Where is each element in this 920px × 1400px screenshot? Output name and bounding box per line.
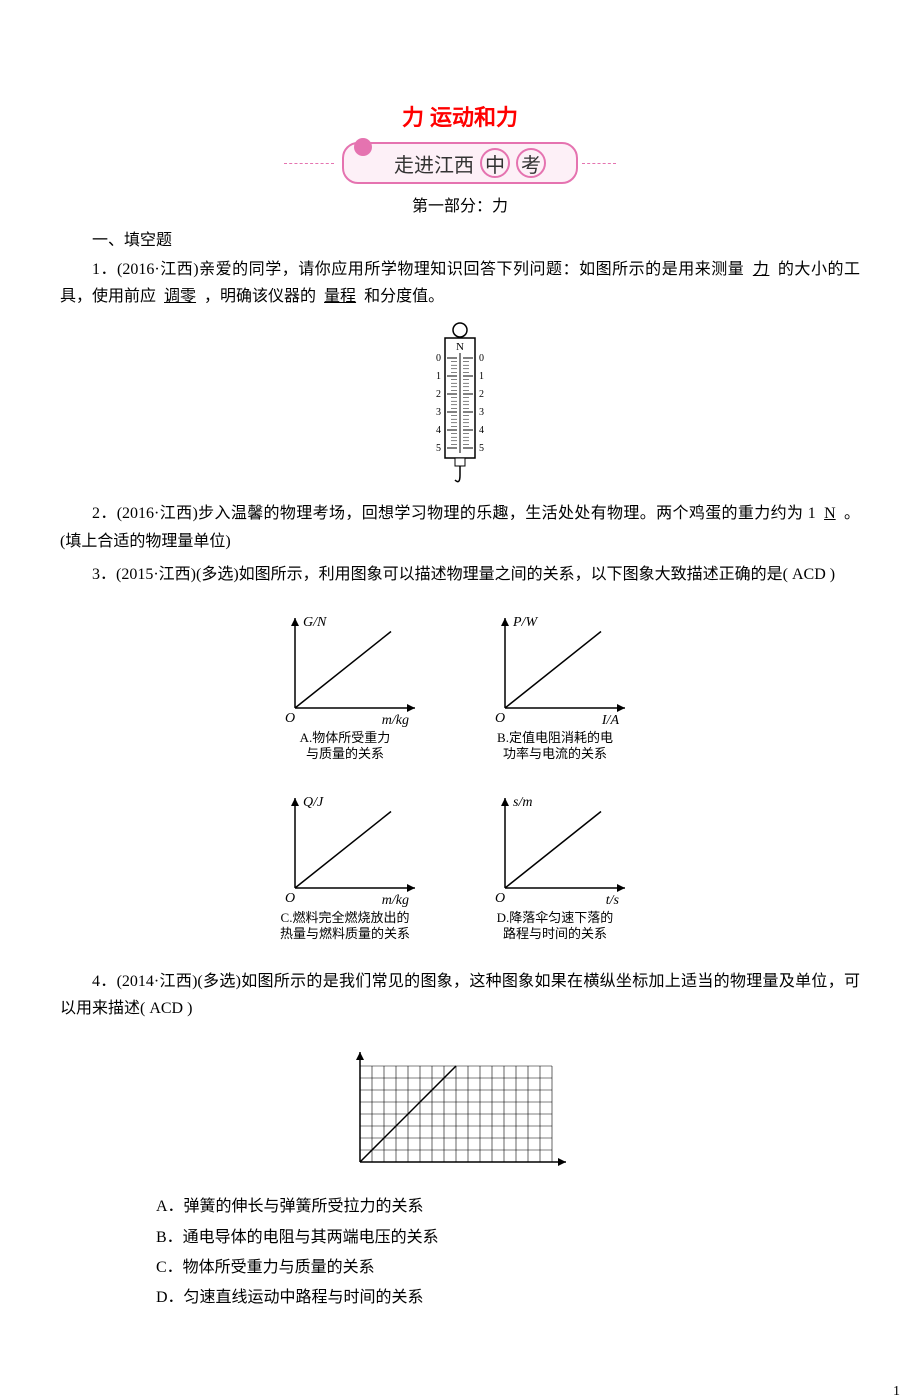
q2-blank-1: N <box>820 505 840 522</box>
banner-circle-2: 考 <box>516 148 546 178</box>
svg-text:5: 5 <box>436 443 441 454</box>
svg-text:5: 5 <box>479 443 484 454</box>
page-title: 力 运动和力 <box>60 100 860 132</box>
svg-text:P/W: P/W <box>512 615 538 630</box>
q1-blank-1: 力 <box>749 261 774 278</box>
flower-icon <box>354 138 372 156</box>
spring-scale-figure: N 0 1 2 3 4 5 0 1 2 3 4 5 <box>60 320 860 490</box>
q4-grid-figure <box>60 1032 860 1182</box>
svg-text:O: O <box>495 891 505 906</box>
svg-text:1: 1 <box>436 371 441 382</box>
svg-text:Q/J: Q/J <box>303 795 324 810</box>
q1-mid2: ，明确该仪器的 <box>204 288 316 305</box>
svg-text:4: 4 <box>479 425 484 436</box>
svg-text:B.定值电阻消耗的电: B.定值电阻消耗的电 <box>497 730 613 745</box>
q4-opt-b: B．通电导体的电阻与其两端电压的关系 <box>156 1223 860 1253</box>
q3-charts-svg: G/N m/kg O A.物体所受重力与质量的关系 P/W I/A O B.定值电阻消耗的电… <box>250 598 670 958</box>
section-heading: 一、填空题 <box>60 226 860 250</box>
svg-text:路程与时间的关系: 路程与时间的关系 <box>503 926 607 941</box>
q1-blank-3: 量程 <box>320 288 360 305</box>
part-subtitle: 第一部分：力 <box>60 192 860 216</box>
banner-box: 走进江西 中 考 <box>342 142 578 184</box>
q4-opt-d: D．匀速直线运动中路程与时间的关系 <box>156 1283 860 1313</box>
q1-prefix: 1．(2016·江西)亲爱的同学，请你应用所学物理知识回答下列问题：如图所示的是… <box>92 261 744 278</box>
svg-text:I/A: I/A <box>601 713 620 728</box>
svg-text:O: O <box>285 891 295 906</box>
svg-text:与质量的关系: 与质量的关系 <box>306 746 384 761</box>
q1-suffix: 和分度值。 <box>364 288 444 305</box>
q1-blank-2: 调零 <box>160 288 200 305</box>
banner-text: 走进江西 <box>394 149 474 178</box>
svg-text:t/s: t/s <box>606 893 620 908</box>
question-4: 4．(2014·江西)(多选)如图所示的是我们常见的图象，这种图象如果在横纵坐标… <box>60 968 860 1022</box>
page-number: 1 <box>0 1354 920 1400</box>
svg-text:0: 0 <box>479 353 484 364</box>
svg-text:A.物体所受重力: A.物体所受重力 <box>300 730 391 745</box>
svg-text:s/m: s/m <box>513 795 532 810</box>
q4-grid-svg <box>330 1032 590 1182</box>
scale-unit: N <box>456 341 464 353</box>
svg-text:O: O <box>285 711 295 726</box>
svg-text:m/kg: m/kg <box>382 713 409 728</box>
svg-text:O: O <box>495 711 505 726</box>
banner-circle-1: 中 <box>480 148 510 178</box>
svg-text:0: 0 <box>436 353 441 364</box>
svg-text:热量与燃料质量的关系: 热量与燃料质量的关系 <box>280 926 410 941</box>
svg-text:m/kg: m/kg <box>382 893 409 908</box>
svg-text:3: 3 <box>479 407 484 418</box>
spring-scale-svg: N 0 1 2 3 4 5 0 1 2 3 4 5 <box>425 320 495 490</box>
svg-text:4: 4 <box>436 425 441 436</box>
q4-options: A．弹簧的伸长与弹簧所受拉力的关系 B．通电导体的电阻与其两端电压的关系 C．物… <box>156 1192 860 1314</box>
svg-text:功率与电流的关系: 功率与电流的关系 <box>503 746 607 761</box>
question-1: 1．(2016·江西)亲爱的同学，请你应用所学物理知识回答下列问题：如图所示的是… <box>60 256 860 310</box>
question-2: 2．(2016·江西)步入温馨的物理考场，回想学习物理的乐趣，生活处处有物理。两… <box>60 500 860 554</box>
q4-opt-a: A．弹簧的伸长与弹簧所受拉力的关系 <box>156 1192 860 1222</box>
q2-prefix: 2．(2016·江西)步入温馨的物理考场，回想学习物理的乐趣，生活处处有物理。两… <box>92 505 816 522</box>
banner: 走进江西 中 考 <box>60 142 860 184</box>
question-3: 3．(2015·江西)(多选)如图所示，利用图象可以描述物理量之间的关系，以下图… <box>60 561 860 588</box>
svg-text:3: 3 <box>436 407 441 418</box>
svg-text:2: 2 <box>436 389 441 400</box>
q3-charts: G/N m/kg O A.物体所受重力与质量的关系 P/W I/A O B.定值电阻消耗的电… <box>60 598 860 958</box>
svg-text:D.降落伞匀速下落的: D.降落伞匀速下落的 <box>497 910 614 925</box>
svg-text:C.燃料完全燃烧放出的: C.燃料完全燃烧放出的 <box>281 910 410 925</box>
q4-opt-c: C．物体所受重力与质量的关系 <box>156 1253 860 1283</box>
svg-text:1: 1 <box>479 371 484 382</box>
svg-text:2: 2 <box>479 389 484 400</box>
svg-text:G/N: G/N <box>303 615 327 630</box>
